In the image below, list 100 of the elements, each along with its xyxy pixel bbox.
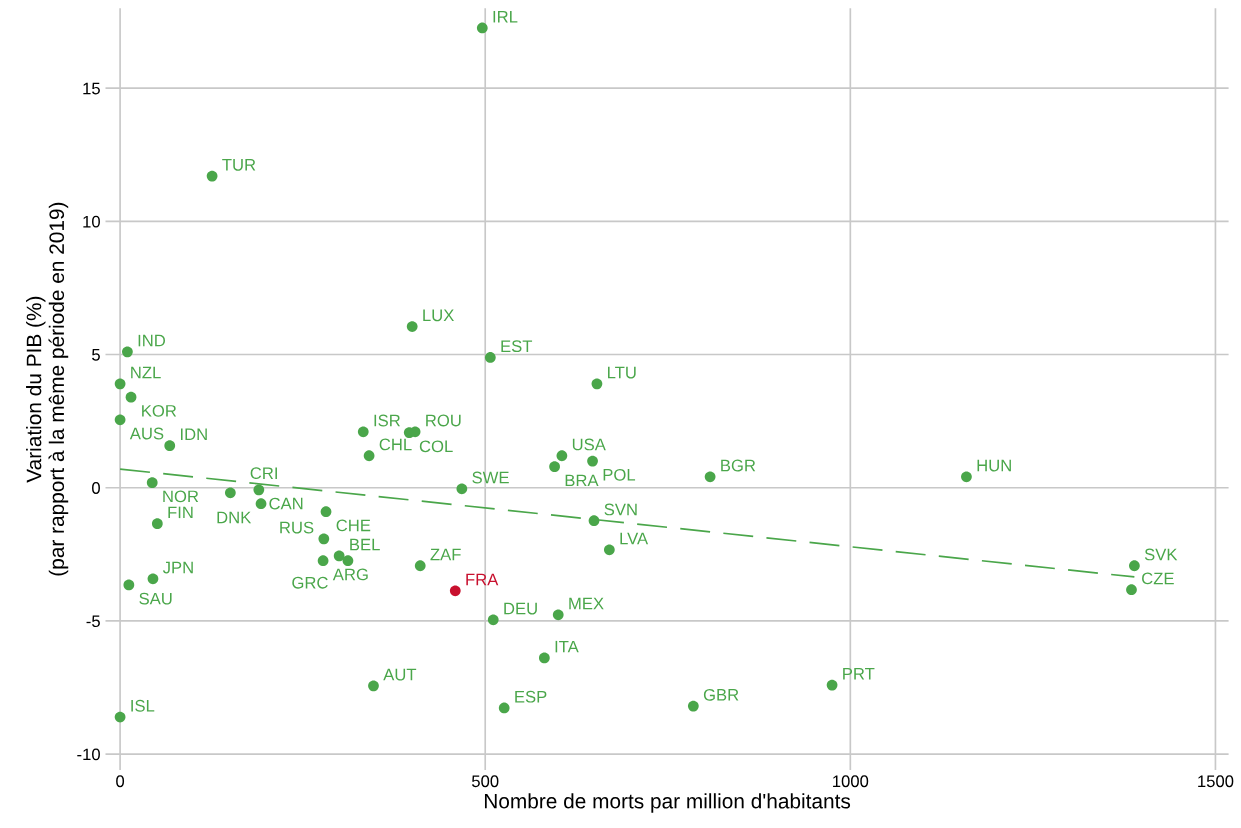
- annotation: JPN: [162, 561, 193, 574]
- x-tick-label: 0: [116, 775, 125, 788]
- annotation: ITA: [555, 640, 579, 653]
- y-tick-label: -10: [77, 748, 100, 761]
- annotation: IND: [138, 334, 166, 347]
- annotation: IDN: [181, 428, 207, 441]
- point: [826, 679, 838, 691]
- x-tick-label: 1500: [1198, 775, 1234, 788]
- point: [363, 450, 375, 462]
- point: [125, 391, 137, 403]
- annotation: FIN: [168, 506, 193, 519]
- annotation: LTU: [608, 366, 636, 379]
- point: [961, 471, 972, 483]
- point: [206, 170, 218, 182]
- point: [318, 533, 330, 545]
- annotation: ARG: [332, 568, 368, 581]
- point: [588, 515, 600, 527]
- x-tick-label: 500: [471, 775, 499, 788]
- annotation: GRC: [292, 576, 328, 589]
- annotation: CHE: [336, 519, 371, 532]
- annotation: ZAF: [430, 548, 461, 561]
- annotation: DNK: [217, 511, 252, 524]
- annotation: SAU: [139, 592, 172, 605]
- point: [587, 455, 598, 467]
- annotation: SWE: [472, 471, 509, 484]
- annotation: HUN: [977, 459, 1011, 472]
- point: [253, 484, 265, 496]
- point: [549, 461, 560, 473]
- annotation: GBR: [703, 688, 739, 701]
- y-tick-label: 15: [83, 82, 100, 95]
- annotation: CRI: [250, 467, 277, 480]
- annotation: CZE: [1142, 572, 1174, 585]
- annotation: COL: [419, 440, 453, 453]
- point: [147, 573, 159, 585]
- annotation: BRA: [565, 474, 599, 487]
- point: [114, 711, 126, 723]
- annotation: BGR: [721, 459, 756, 472]
- annotation: CHL: [379, 438, 412, 451]
- point: [342, 555, 354, 567]
- point: [255, 498, 267, 510]
- point: [320, 506, 332, 518]
- point: [498, 702, 510, 714]
- y-tick-label: 10: [83, 215, 100, 228]
- point: [456, 483, 468, 495]
- point: [368, 680, 379, 692]
- annotation: IRL: [493, 10, 518, 23]
- annotation: LUX: [423, 309, 454, 322]
- y-tick-label: 5: [92, 349, 100, 361]
- annotation: KOR: [142, 404, 177, 417]
- annotation: NOR: [163, 490, 199, 503]
- point: [333, 550, 345, 562]
- point: [487, 614, 499, 626]
- annotation: AUT: [383, 668, 417, 681]
- annotation: TUR: [222, 159, 256, 171]
- x-tick-label: 1000: [833, 775, 869, 788]
- point: [122, 346, 133, 358]
- point: [1126, 584, 1137, 596]
- point: [114, 414, 126, 426]
- point: [224, 487, 236, 499]
- annotation: ISL: [131, 699, 155, 712]
- annotation: MEX: [569, 597, 604, 610]
- y-axis-title: Variation du PIB (%) (par rapport à la même période en 2019): [26, 202, 69, 576]
- y-tick-label: 0: [92, 482, 100, 494]
- annotation: ISR: [374, 414, 400, 427]
- annotation: CAN: [269, 497, 303, 510]
- annotation: SVK: [1144, 548, 1178, 561]
- point: [556, 450, 568, 462]
- point: [123, 579, 135, 591]
- annotation: ROU: [426, 414, 461, 427]
- point: [476, 22, 488, 34]
- x-axis-title: Nombre de morts par million d'habitants: [484, 793, 851, 813]
- annotation: RUS: [280, 521, 314, 534]
- point: [484, 352, 496, 363]
- annotation: NZL: [131, 366, 161, 379]
- point: [406, 321, 418, 332]
- annotation: USA: [572, 438, 606, 451]
- annotation: EST: [501, 340, 533, 353]
- point: [704, 471, 716, 483]
- y-tick-label: -5: [86, 615, 100, 628]
- point: [317, 555, 329, 567]
- annotation: LVA: [620, 532, 649, 545]
- annotation: PRT: [843, 668, 875, 680]
- annotation: ESP: [515, 690, 547, 703]
- point: [449, 585, 461, 597]
- annotation: DEU: [504, 602, 537, 615]
- annotation: AUS: [129, 427, 164, 440]
- point: [146, 477, 158, 489]
- point: [357, 426, 369, 438]
- annotation: SVN: [604, 503, 637, 516]
- point: [164, 440, 176, 452]
- annotation: FRA: [466, 573, 499, 586]
- point: [603, 544, 615, 556]
- annotation: POL: [603, 468, 636, 481]
- point: [414, 560, 426, 572]
- annotation: BEL: [350, 538, 380, 551]
- point: [687, 700, 699, 712]
- point: [1129, 560, 1140, 572]
- point: [552, 609, 564, 621]
- point: [151, 518, 163, 530]
- point: [591, 378, 603, 390]
